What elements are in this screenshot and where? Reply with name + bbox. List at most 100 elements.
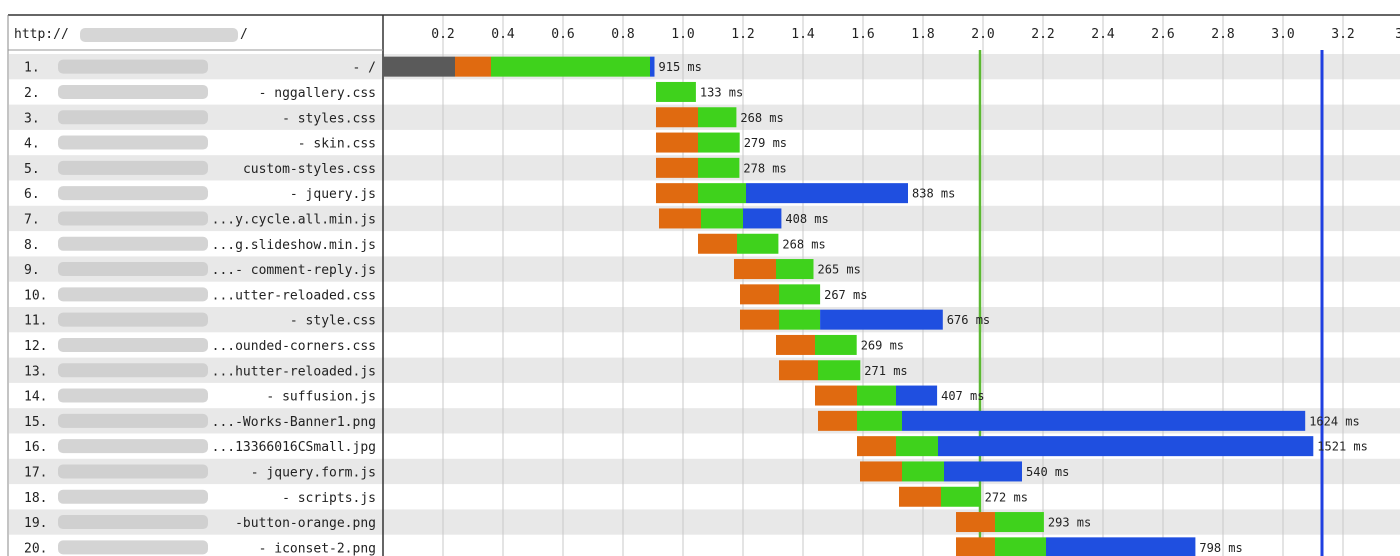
bar-connect (656, 107, 698, 128)
page-url-suffix: / (240, 27, 248, 42)
bar-connect (857, 436, 896, 457)
row-resource-name: - suffusion.js (266, 390, 376, 405)
request-row[interactable]: 2. - nggallery.css (24, 84, 376, 101)
request-row[interactable]: 7. ...y.cycle.all.min.js (24, 211, 376, 227)
row-index: 12. (24, 339, 47, 354)
request-row[interactable]: 20. - iconset-2.png (24, 540, 376, 556)
duration-label: 279 ms (744, 136, 787, 150)
row-index: 20. (24, 541, 47, 556)
bar-ttfb (491, 56, 650, 77)
duration-label: 1521 ms (1317, 440, 1368, 454)
row-index: 6. (24, 187, 40, 202)
x-tick-label: 0.4 (491, 27, 515, 42)
x-tick-label: 1.6 (851, 27, 874, 42)
row-resource-name: ...y.cycle.all.min.js (212, 212, 376, 227)
host-blur (58, 464, 208, 479)
row-background (9, 357, 1400, 383)
request-row[interactable]: 10. ...utter-reloaded.css (24, 287, 376, 303)
row-resource-name: -button-orange.png (235, 516, 376, 531)
row-index: 11. (24, 314, 47, 329)
request-row[interactable]: 12. ...ounded-corners.css (24, 337, 376, 354)
bar-download (944, 461, 1022, 482)
duration-label: 268 ms (740, 111, 783, 125)
bar-ttfb (698, 132, 740, 153)
duration-label: 676 ms (947, 313, 990, 327)
host-blur (58, 211, 208, 226)
row-index: 7. (24, 212, 40, 227)
host-blur (58, 236, 208, 251)
duration-labels: 915 ms 133 ms 268 ms 279 ms 278 ms 838 ms 408 … (659, 60, 1368, 555)
bar-connect (818, 410, 857, 431)
request-row[interactable]: 5. custom-styles.css (24, 160, 376, 177)
bar-connect (740, 309, 779, 330)
duration-label: 267 ms (824, 288, 867, 302)
row-index: 14. (24, 390, 47, 405)
bar-connect (860, 461, 902, 482)
request-row[interactable]: 13. ...hutter-reloaded.js (24, 363, 376, 379)
bar-connect (956, 512, 995, 533)
request-bars (383, 56, 1314, 556)
duration-label: 798 ms (1199, 541, 1242, 555)
duration-label: 408 ms (785, 212, 828, 226)
x-tick-label: 3.2 (1331, 27, 1354, 42)
x-tick-label: 1.8 (911, 27, 934, 42)
row-background (9, 256, 1400, 282)
bar-connect (815, 385, 857, 406)
x-tick-label: 2.8 (1211, 27, 1234, 42)
request-row[interactable]: 18. - scripts.js (24, 489, 376, 506)
bar-download (820, 309, 943, 330)
x-tick-label: 0.8 (611, 27, 634, 42)
x-tick-label: 0.2 (431, 27, 454, 42)
request-row[interactable]: 1. - / (24, 59, 376, 76)
duration-label: 272 ms (985, 490, 1028, 504)
duration-label: 271 ms (864, 364, 907, 378)
request-row[interactable]: 17. - jquery.form.js (24, 464, 376, 480)
host-blur (58, 262, 208, 277)
bar-connect (455, 56, 491, 77)
host-blur (58, 413, 208, 428)
host-blur (58, 59, 208, 74)
request-row[interactable]: 3. - styles.css (24, 110, 376, 126)
row-index: 9. (24, 263, 40, 278)
request-row[interactable]: 9. ...- comment-reply.js (24, 262, 376, 278)
row-index: 8. (24, 238, 40, 253)
host-blur (58, 540, 208, 555)
duration-label: 540 ms (1026, 465, 1069, 479)
bar-connect (698, 233, 737, 254)
x-tick-label: 3. (1395, 27, 1400, 42)
row-index: 2. (24, 86, 40, 101)
row-index: 15. (24, 415, 47, 430)
request-row[interactable]: 19. -button-orange.png (24, 515, 376, 531)
bar-connect (659, 208, 701, 229)
duration-label: 1624 ms (1309, 414, 1360, 428)
bar-connect (656, 183, 698, 204)
host-blur (58, 186, 208, 201)
row-index: 16. (24, 440, 47, 455)
bar-download (896, 385, 938, 406)
bar-ttfb (698, 183, 746, 204)
bar-download (938, 436, 1314, 457)
bar-ttfb (698, 107, 737, 128)
request-row[interactable]: 4. - skin.css (24, 135, 376, 152)
row-resource-name: ...-Works-Banner1.png (212, 415, 376, 430)
row-resource-name: - style.css (290, 314, 376, 329)
row-backgrounds (9, 54, 1400, 535)
row-index: 17. (24, 465, 47, 480)
bar-ttfb (701, 208, 743, 229)
request-row[interactable]: 8. ...g.slideshow.min.js (24, 236, 376, 253)
request-row[interactable]: 16. ...13366016CSmall.jpg (24, 439, 376, 455)
request-row[interactable]: 15. ...-Works-Banner1.png (24, 413, 376, 430)
bar-connect (656, 157, 698, 178)
row-resource-name: - scripts.js (282, 491, 376, 506)
host-blur (58, 363, 208, 378)
x-tick-label: 1.2 (731, 27, 754, 42)
bar-ttfb (896, 436, 938, 457)
bar-connect (776, 334, 815, 355)
request-row[interactable]: 6. - jquery.js (24, 186, 376, 202)
bar-download (746, 183, 908, 204)
request-row[interactable]: 11. - style.css (24, 312, 376, 329)
request-row[interactable]: 14. - suffusion.js (24, 388, 376, 405)
row-background (9, 458, 1400, 485)
page-url-header[interactable]: http:// / (14, 27, 248, 42)
